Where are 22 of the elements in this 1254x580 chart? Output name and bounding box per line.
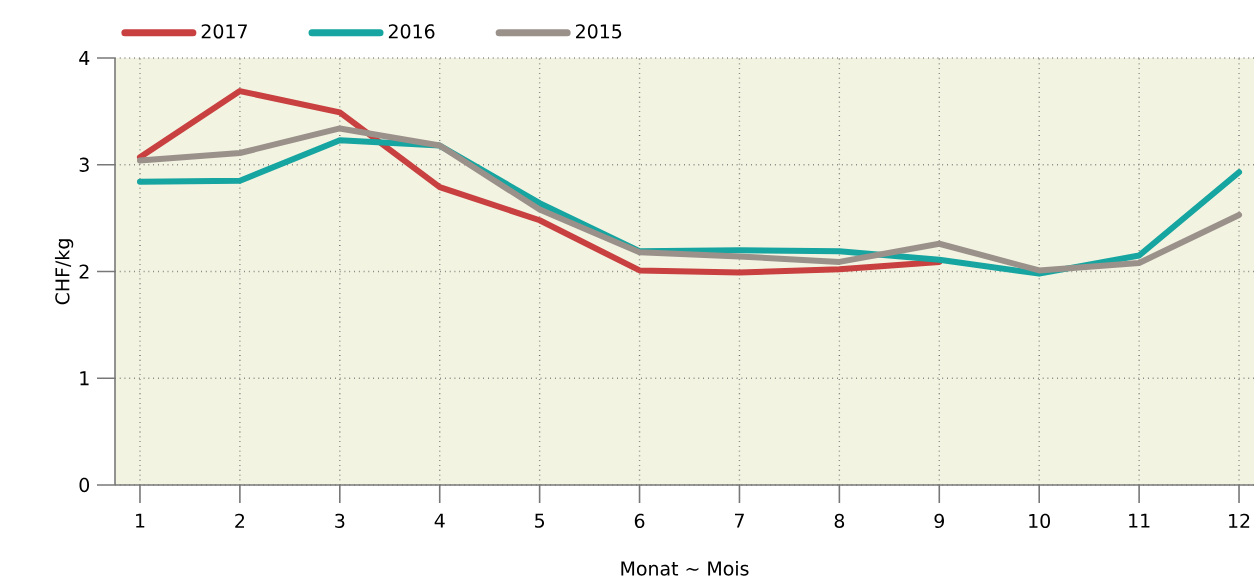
x-tick-label: 9 xyxy=(934,513,944,529)
x-tick-label: 4 xyxy=(434,513,445,528)
y-tick-label: 0 xyxy=(79,477,90,493)
x-tick-label: 6 xyxy=(634,513,645,529)
x-tick-label: 5 xyxy=(535,513,545,528)
x-axis-title: Monat ~ Mois xyxy=(621,561,749,576)
legend-label: 2016 xyxy=(388,24,435,39)
x-tick-label: 3 xyxy=(335,513,345,529)
x-tick-label: 10 xyxy=(1029,513,1050,529)
y-tick-label: 3 xyxy=(79,157,89,172)
x-tick-label: 8 xyxy=(834,513,845,529)
legend-label: 2015 xyxy=(576,24,622,39)
legend-label: 2017 xyxy=(201,24,247,39)
y-axis-title: CHF/kg xyxy=(54,239,74,305)
y-tick-label: 1 xyxy=(80,371,89,386)
x-tick-label: 7 xyxy=(735,513,744,528)
y-tick-label: 2 xyxy=(79,264,89,279)
x-tick-label: 12 xyxy=(1229,513,1250,528)
x-tick-label: 1 xyxy=(136,513,145,528)
x-tick-label: 2 xyxy=(235,513,245,528)
y-tick-label: 4 xyxy=(79,51,90,65)
x-tick-label: 11 xyxy=(1129,513,1150,528)
